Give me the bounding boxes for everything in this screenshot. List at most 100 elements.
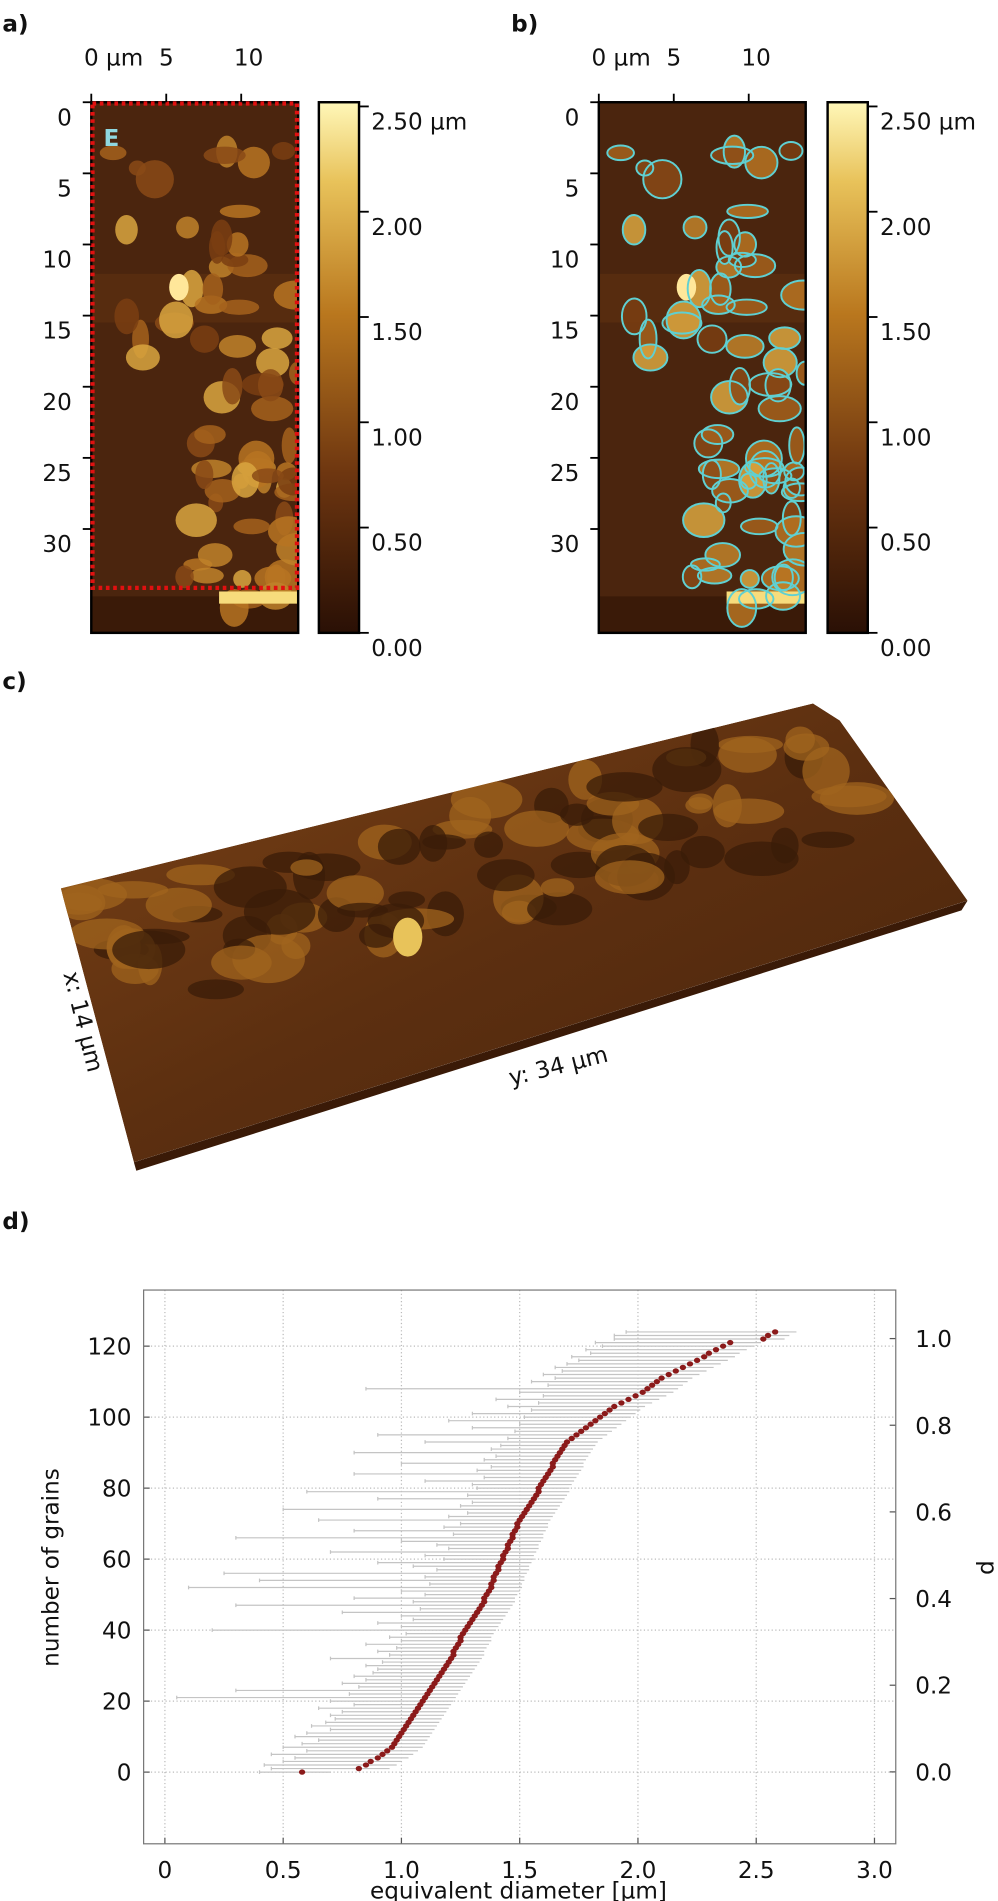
- surface-bump: [474, 831, 504, 858]
- y2-tick-label: 0.6: [915, 1500, 952, 1526]
- x-tick-label: 1.5: [501, 1858, 538, 1884]
- point: [384, 1748, 391, 1754]
- grain-outline: [681, 564, 703, 590]
- image-frame: [597, 101, 807, 635]
- grain-outline: [709, 272, 732, 306]
- surface-bump: [112, 930, 186, 970]
- surface-bump: [326, 875, 384, 911]
- surface-bump: [290, 859, 323, 876]
- grain-bright: [676, 273, 697, 301]
- surface-bump: [388, 891, 426, 909]
- point: [568, 1435, 575, 1442]
- grain: [218, 334, 257, 358]
- grain-outline: [725, 298, 768, 316]
- grain-outline: [722, 134, 747, 169]
- y-axis-label: number of grains: [38, 1468, 64, 1667]
- colorbar-tick-label: 1.00: [880, 425, 931, 451]
- grain: [702, 460, 721, 490]
- grain-outline: [717, 218, 741, 257]
- y-tick-label: 0: [117, 1761, 132, 1787]
- grain-outline: [697, 458, 741, 480]
- grain: [683, 216, 707, 239]
- point: [578, 1428, 585, 1435]
- grain: [202, 273, 224, 305]
- point: [592, 1418, 599, 1424]
- grain-outline: [744, 439, 783, 478]
- colorbar-tick-label: 1.00: [371, 425, 422, 451]
- point: [672, 1368, 679, 1374]
- y-tick-label: 25: [550, 461, 579, 487]
- y-tick-label: 0: [565, 105, 580, 131]
- y-tick-label: 30: [550, 532, 579, 558]
- surface-bump: [449, 796, 492, 835]
- grain: [114, 298, 140, 335]
- surface-bump: [477, 859, 535, 892]
- grain: [267, 516, 299, 547]
- y-tick-label: 20: [550, 390, 579, 416]
- grain: [194, 425, 226, 444]
- surface-bump: [419, 825, 448, 862]
- colorbar: [317, 101, 361, 635]
- surface-bump: [713, 798, 785, 824]
- x-tick-label: 0: [158, 1858, 173, 1884]
- grain: [231, 462, 260, 498]
- y-tick-label: 80: [102, 1477, 131, 1503]
- surface-bump: [680, 835, 725, 869]
- point: [653, 1378, 661, 1385]
- x-tick-label: 3.0: [856, 1858, 893, 1884]
- grain-outline: [765, 581, 801, 611]
- grain: [758, 396, 801, 422]
- grain: [256, 348, 290, 378]
- grain: [257, 369, 284, 402]
- grain-outline: [635, 159, 655, 177]
- grain-outline: [642, 159, 683, 200]
- point: [587, 1421, 594, 1427]
- grain-outline: [739, 569, 760, 589]
- grain: [176, 216, 199, 239]
- surface-bump: [187, 979, 244, 1000]
- point: [712, 1347, 720, 1353]
- colorbar-tick-label: 0.00: [371, 636, 422, 662]
- grain: [740, 570, 759, 588]
- bright-strip: [219, 591, 299, 604]
- y-tick-label: 15: [550, 319, 579, 345]
- grain-outline: [701, 459, 722, 491]
- x-tick-label: 5: [159, 46, 174, 72]
- y-tick-label: 10: [42, 248, 71, 274]
- grain: [175, 503, 217, 537]
- y2-tick-label: 0.4: [915, 1587, 952, 1613]
- grain-outline: [774, 515, 806, 548]
- grain: [781, 280, 806, 310]
- grain-outline: [711, 478, 749, 504]
- afm-image: [91, 102, 299, 633]
- y-tick-label: 5: [57, 176, 72, 202]
- grain-outline: [620, 297, 648, 336]
- surface-bump: [527, 892, 593, 926]
- colorbar-tick-label: 2.00: [880, 215, 931, 241]
- point: [298, 1769, 306, 1775]
- surface-bump: [377, 828, 421, 865]
- surface-edge: [133, 900, 968, 1171]
- y2-tick-label: 0.2: [915, 1674, 952, 1700]
- point: [367, 1758, 374, 1765]
- grain-outline: [726, 588, 758, 628]
- grain-outline: [704, 542, 742, 568]
- point: [606, 1407, 613, 1413]
- grain: [190, 567, 224, 584]
- grain-outline: [632, 343, 669, 372]
- grain: [740, 518, 778, 535]
- grain: [727, 204, 768, 218]
- point: [764, 1332, 772, 1339]
- surface-bump: [801, 831, 855, 849]
- grain-outline: [726, 203, 769, 219]
- colorbar-tick-label: 0.50: [371, 531, 422, 557]
- grain-outline: [757, 395, 802, 423]
- y-tick-label: 20: [42, 390, 71, 416]
- grain: [197, 543, 233, 567]
- surface-peak: [393, 917, 423, 957]
- grain: [204, 479, 241, 503]
- point: [563, 1439, 571, 1445]
- point: [701, 1354, 708, 1360]
- grain-outline: [727, 251, 757, 268]
